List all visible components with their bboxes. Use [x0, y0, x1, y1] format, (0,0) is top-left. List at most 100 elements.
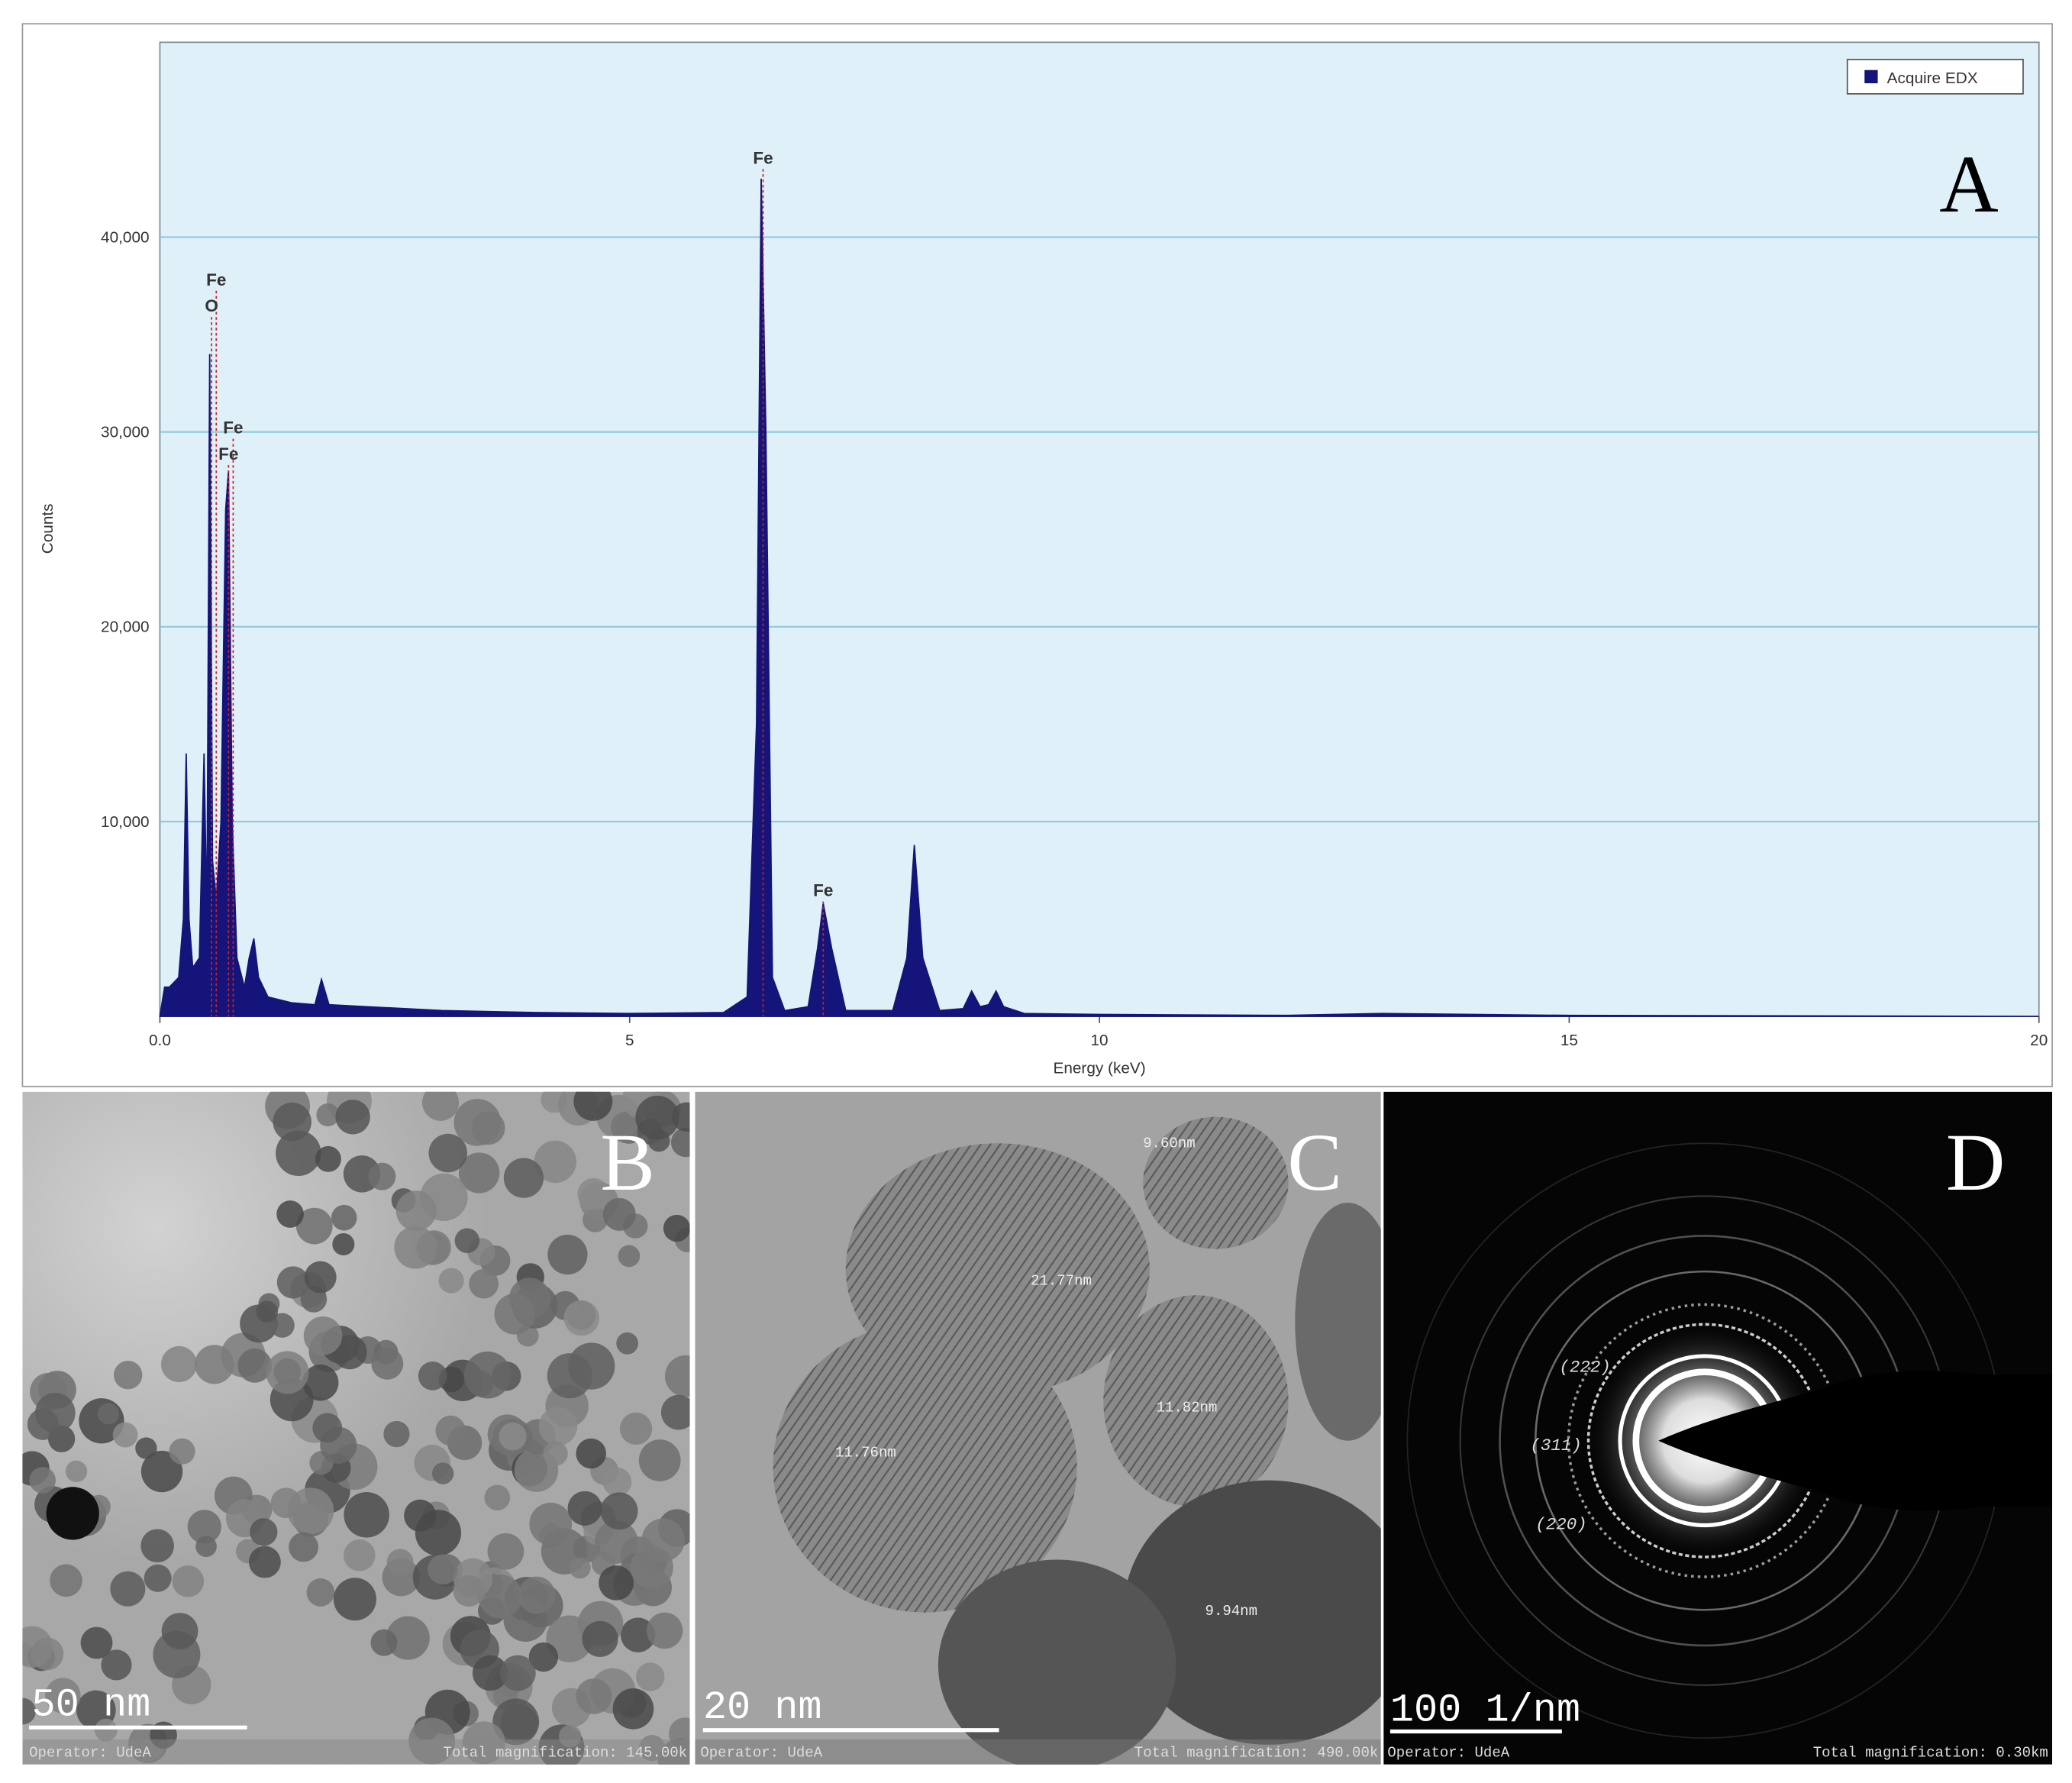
particle [316, 1103, 340, 1127]
particle [569, 1557, 591, 1579]
measurement: 9.94nm [1205, 1603, 1257, 1620]
particle [454, 1228, 480, 1254]
particle [577, 1177, 610, 1210]
particle [160, 1345, 198, 1383]
x-tick-label: 0.0 [149, 1032, 171, 1049]
diffraction-rings [1406, 1142, 2003, 1739]
particle [663, 1214, 690, 1242]
plane-label: (220) [1535, 1515, 1587, 1535]
particle [161, 1613, 198, 1650]
footer-bar [695, 1739, 1381, 1765]
particle [630, 1546, 673, 1589]
panel-label: A [1939, 139, 1998, 230]
particle [315, 1145, 341, 1172]
particle [371, 1347, 404, 1380]
spectrum [159, 178, 2039, 1017]
particle [332, 1335, 367, 1370]
particle [618, 1245, 641, 1268]
particle [435, 1415, 466, 1446]
legend-swatch [1864, 69, 1878, 84]
measurement: 21.77nm [1031, 1272, 1092, 1289]
particle [670, 1127, 690, 1158]
particle [256, 1300, 279, 1323]
particle [276, 1200, 304, 1228]
particle [135, 1437, 157, 1459]
scale-label: 50 nm [32, 1683, 151, 1728]
particle [395, 1190, 437, 1232]
particle [518, 1576, 556, 1614]
particle [418, 1361, 447, 1391]
particles [22, 1091, 690, 1765]
particle [368, 1162, 396, 1190]
particle [270, 1487, 302, 1519]
scale-label: 100 1/nm [1390, 1688, 1580, 1733]
particle [386, 1616, 430, 1660]
particle [611, 1111, 643, 1144]
particle [422, 1091, 460, 1121]
particle [616, 1332, 639, 1355]
plane-label: (311) [1530, 1436, 1582, 1455]
particle [453, 1575, 485, 1607]
particle [312, 1413, 343, 1443]
particle [499, 1422, 527, 1451]
particle [602, 1197, 636, 1231]
particle [269, 1313, 295, 1338]
particle [97, 1403, 119, 1425]
particle [306, 1578, 335, 1607]
particle [50, 1564, 82, 1597]
particle [546, 1615, 593, 1662]
crystal [1123, 1480, 1381, 1745]
particle [29, 1467, 56, 1494]
crystal [1295, 1203, 1381, 1441]
panel-d [1383, 1091, 2053, 1765]
particle [431, 1462, 454, 1484]
particle [169, 1438, 195, 1465]
panel-label: D [1946, 1117, 2005, 1208]
particle [112, 1422, 138, 1448]
crystal [938, 1559, 1176, 1765]
particle [543, 1441, 568, 1466]
y-tick-label: 40,000 [101, 228, 150, 246]
particle [534, 1140, 577, 1184]
particle [276, 1266, 310, 1299]
scale-label: 20 nm [703, 1685, 822, 1730]
footer-bar [22, 1739, 690, 1765]
particle [140, 1529, 174, 1563]
measurement: 11.76nm [835, 1444, 896, 1461]
y-tick-label: 10,000 [101, 813, 150, 831]
particle [110, 1571, 146, 1607]
particle [187, 1510, 221, 1544]
particle [144, 1564, 172, 1592]
particle [602, 1467, 632, 1497]
particle [646, 1612, 683, 1649]
particle [344, 1539, 376, 1571]
particle [65, 1460, 88, 1483]
peak-label: Fe [218, 444, 238, 464]
particle [302, 1364, 339, 1401]
panel-b [22, 1091, 690, 1765]
particle [248, 1546, 281, 1578]
particle [453, 1099, 502, 1146]
beam-stopper [1658, 1371, 2053, 1511]
particle [636, 1662, 665, 1691]
peak-label: O [205, 296, 218, 315]
particle [394, 1226, 437, 1269]
particle [472, 1655, 508, 1691]
y-tick-label: 30,000 [101, 424, 150, 441]
particle [660, 1394, 690, 1430]
crystal [1103, 1295, 1289, 1507]
operator: Operator: UdeA [1387, 1744, 1509, 1761]
magnification: Total magnification: 0.30km [1813, 1744, 2048, 1761]
y-axis-label: Counts [39, 503, 56, 554]
particle [195, 1536, 217, 1558]
particle [428, 1554, 458, 1585]
particle [195, 1345, 234, 1384]
panel-label: B [600, 1117, 655, 1208]
panel-label: C [1287, 1117, 1342, 1208]
particle [573, 1091, 613, 1121]
particle [484, 1484, 511, 1511]
operator: Operator: UdeA [29, 1744, 151, 1761]
particle [237, 1349, 273, 1383]
